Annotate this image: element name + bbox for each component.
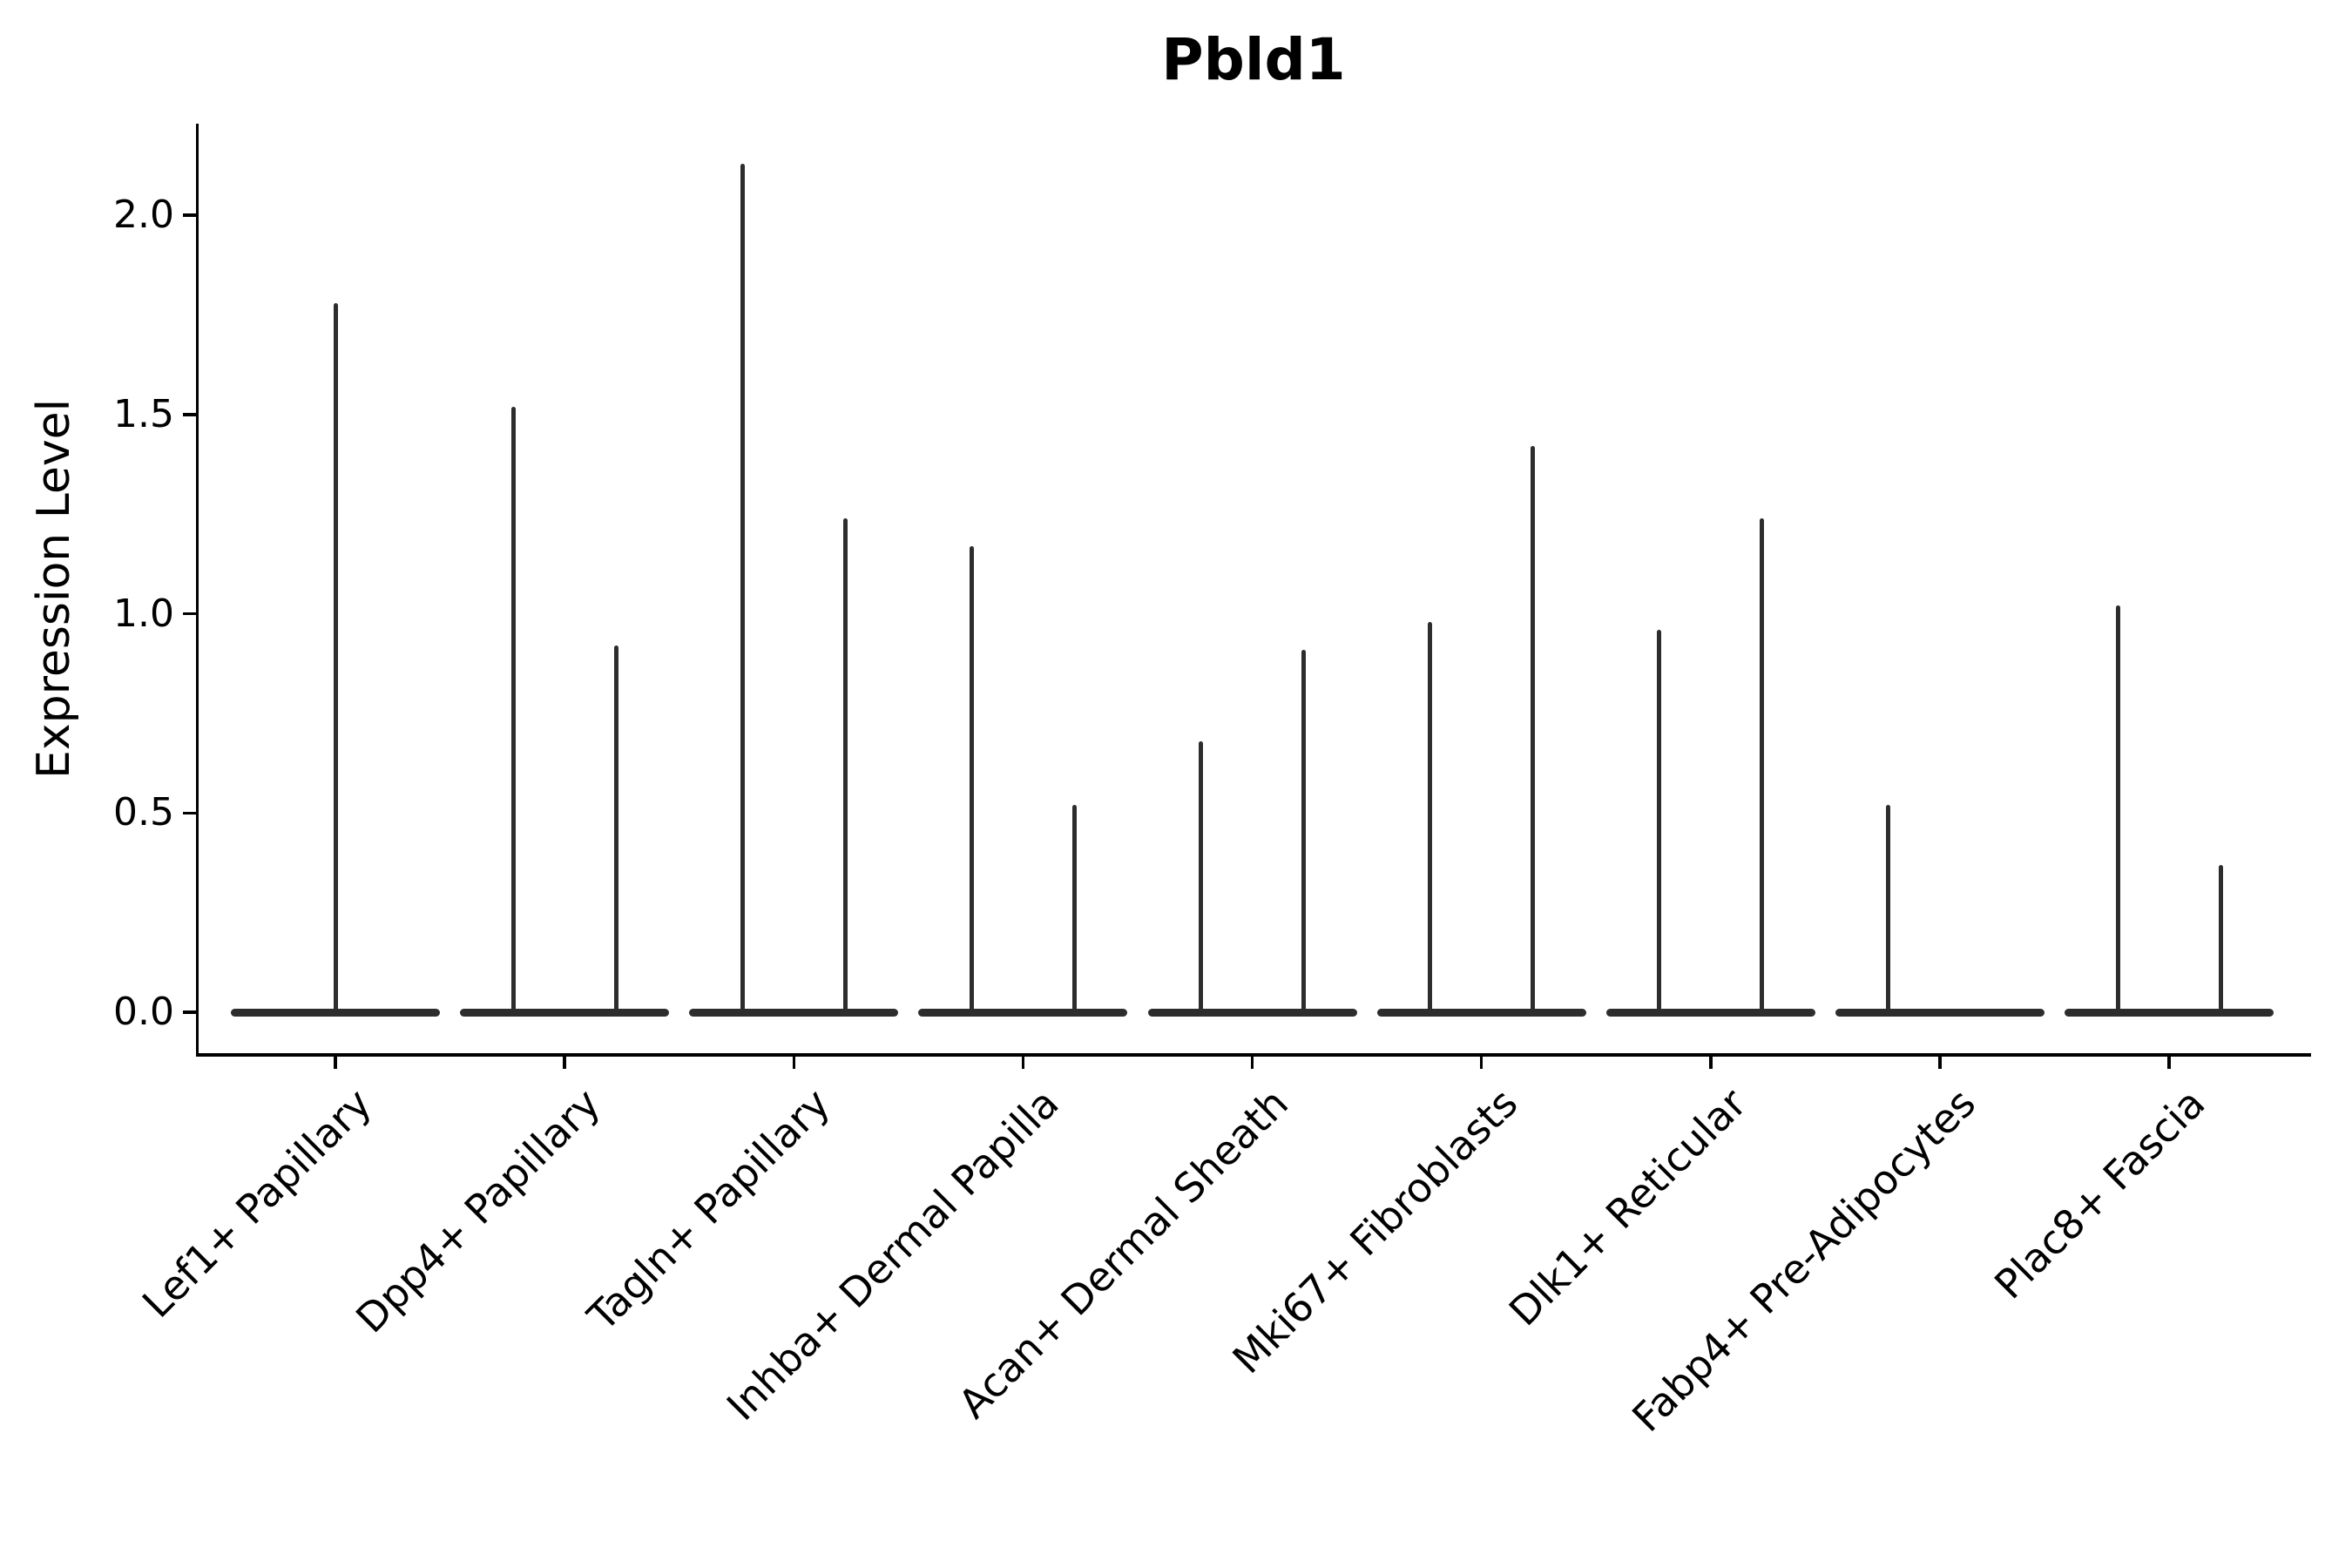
y-axis-spine — [195, 124, 199, 1057]
violin-spike — [1301, 649, 1306, 1012]
y-axis-label: Expression Level — [28, 398, 80, 780]
y-tick-label: 1.5 — [113, 391, 174, 436]
y-tick-mark — [182, 811, 196, 814]
violin-spike — [1199, 740, 1203, 1012]
violin-spike — [333, 302, 338, 1012]
y-tick-label: 1.0 — [113, 591, 174, 636]
x-tick-mark — [563, 1056, 566, 1069]
violin-base — [918, 1008, 1128, 1017]
violin-spike — [1428, 621, 1433, 1012]
violin-spike — [969, 545, 974, 1012]
violin-base — [689, 1008, 899, 1017]
x-tick-mark — [2167, 1056, 2171, 1069]
x-tick-mark — [1709, 1056, 1713, 1069]
x-tick-mark — [1938, 1056, 1942, 1069]
x-tick-mark — [1479, 1056, 1484, 1069]
x-tick-label: Lef1+ Papillary — [132, 1079, 381, 1328]
x-axis-spine — [195, 1053, 2311, 1057]
violin-base — [1605, 1008, 1815, 1017]
violin-spike — [510, 406, 516, 1012]
x-tick-mark — [334, 1056, 337, 1069]
violin-base — [1147, 1008, 1357, 1017]
violin-spike — [1760, 517, 1765, 1012]
violin-spike — [842, 517, 848, 1012]
violin-spike — [1657, 629, 1662, 1012]
violin-spike — [1886, 805, 1891, 1012]
violin-spike — [740, 163, 745, 1012]
x-tick-label: Plac8+ Fascia — [1984, 1079, 2214, 1308]
y-tick-mark — [182, 413, 196, 416]
y-tick-mark — [182, 213, 196, 217]
y-tick-label: 0.0 — [113, 990, 174, 1034]
violin-spike — [613, 645, 618, 1012]
x-tick-label: Dpp4+ Papillary — [347, 1079, 610, 1342]
y-tick-mark — [182, 1010, 196, 1014]
violin-spike — [2115, 605, 2120, 1012]
x-tick-mark — [1250, 1056, 1254, 1069]
violin-base — [1376, 1008, 1586, 1017]
violin-spike — [1071, 805, 1077, 1012]
violin-spike — [2218, 864, 2223, 1012]
violin-base — [2065, 1008, 2274, 1017]
violin-spike — [1531, 446, 1536, 1012]
x-tick-label: Tagln+ Papillary — [578, 1079, 839, 1341]
y-tick-label: 0.5 — [113, 790, 174, 835]
y-tick-label: 2.0 — [113, 193, 174, 237]
x-tick-mark — [1021, 1056, 1025, 1069]
x-tick-label: Dlk1+ Reticular — [1499, 1079, 1756, 1335]
x-tick-mark — [792, 1056, 795, 1069]
plot-title: Pbld1 — [1161, 26, 1346, 93]
violin-base — [1835, 1008, 2044, 1017]
violin-base — [231, 1008, 440, 1017]
y-tick-mark — [182, 612, 196, 616]
violin-base — [460, 1008, 670, 1017]
